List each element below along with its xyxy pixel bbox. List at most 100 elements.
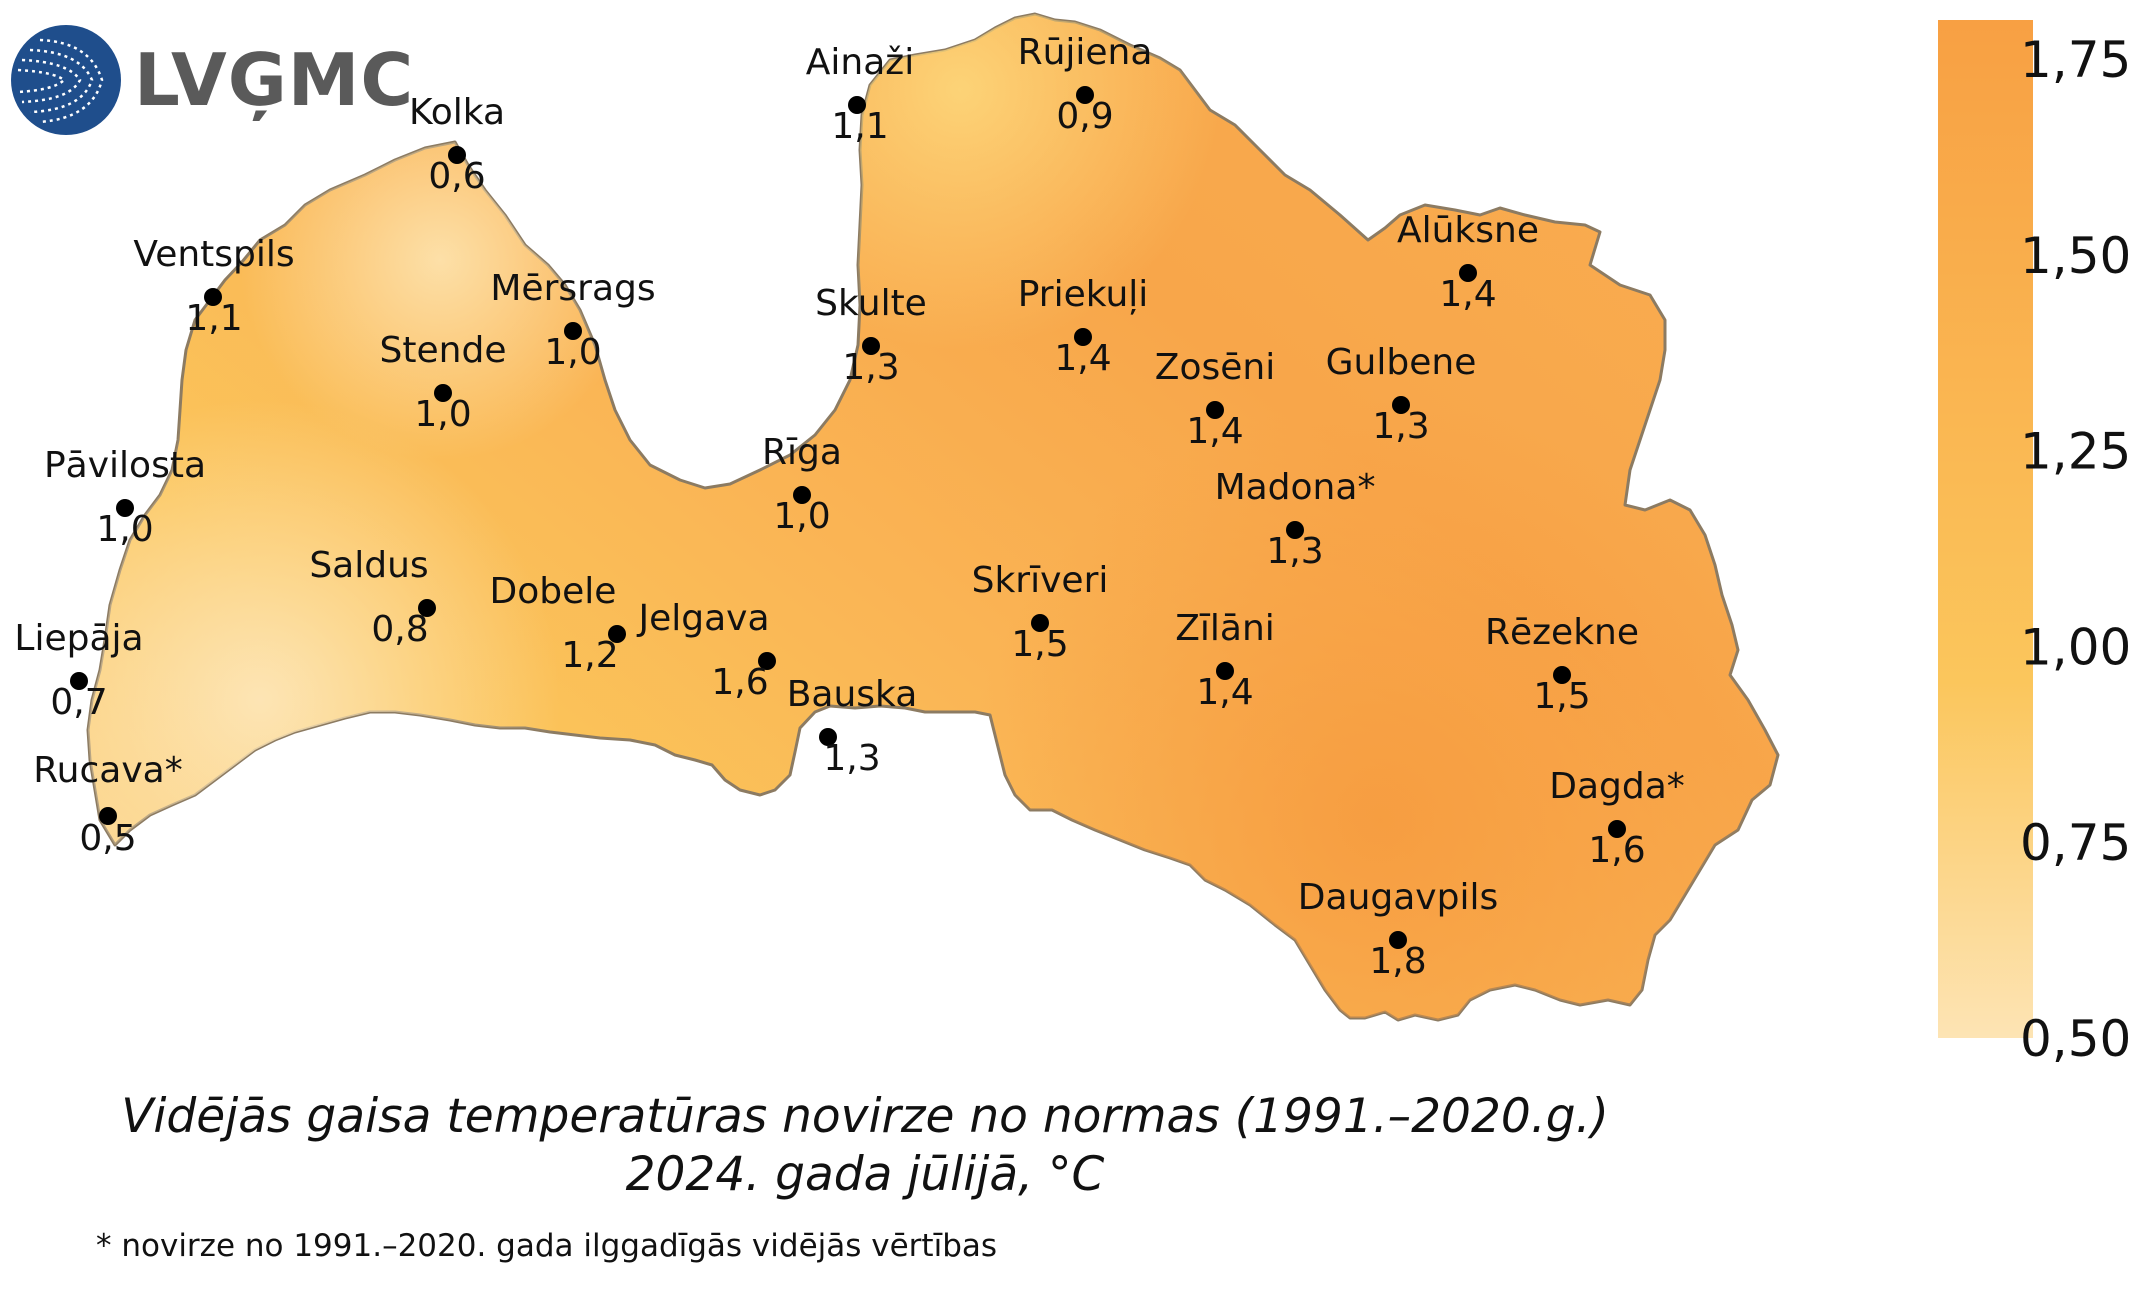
station-kolka: Kolka 0,6: [409, 92, 505, 197]
station-saldus: Saldus 0,8: [309, 545, 436, 650]
station-madona: Madona* 1,3: [1215, 467, 1376, 572]
station-marker: [434, 384, 452, 402]
station-riga: Rīga 1,0: [762, 432, 842, 537]
station-skulte: Skulte 1,3: [815, 283, 927, 388]
footnote: * novirze no 1991.–2020. gada ilggadīgās…: [96, 1228, 998, 1264]
map-title-line1: Vidējās gaisa temperatūras novirze no no…: [121, 1089, 1609, 1144]
station-marker: [1459, 264, 1477, 282]
latvia-shade-kolka: [88, 14, 1778, 1020]
station-name: Ventspils: [133, 234, 294, 275]
station-marker: [99, 807, 117, 825]
station-name: Ainaži: [806, 42, 914, 83]
station-name: Pāvilosta: [44, 445, 206, 486]
station-ainazi: Ainaži 1,1: [806, 42, 914, 147]
station-rezekne: Rēzekne 1,5: [1485, 612, 1639, 717]
station-marker: [1216, 662, 1234, 680]
station-marker: [1389, 931, 1407, 949]
station-name: Gulbene: [1326, 342, 1477, 383]
station-value: 0,6: [428, 156, 485, 197]
station-marker: [1076, 86, 1094, 104]
station-value: 1,8: [1369, 941, 1426, 982]
colorbar-tick-label: 1,00: [2020, 618, 2131, 676]
station-priekuli: Priekuļi 1,4: [1018, 274, 1149, 379]
station-aluksne: Alūksne 1,4: [1397, 210, 1539, 315]
station-name: Alūksne: [1397, 210, 1539, 251]
station-value: 1,3: [823, 738, 880, 779]
station-value: 1,0: [773, 496, 830, 537]
station-value: 1,4: [1054, 338, 1111, 379]
station-ventspils: Ventspils 1,1: [133, 234, 294, 339]
station-value: 1,0: [96, 509, 153, 550]
station-value: 0,8: [371, 609, 428, 650]
station-name: Zīlāni: [1175, 608, 1275, 649]
station-value: 1,5: [1011, 624, 1068, 665]
station-value: 1,3: [842, 347, 899, 388]
station-marker: [793, 486, 811, 504]
lvgmc-logo-text: LVĢMC: [134, 38, 414, 122]
station-value: 1,5: [1533, 676, 1590, 717]
station-zoseni: Zosēni 1,4: [1155, 347, 1275, 452]
station-gulbene: Gulbene 1,3: [1326, 342, 1477, 447]
station-marker: [862, 337, 880, 355]
station-name: Rīga: [762, 432, 842, 473]
station-marker: [448, 146, 466, 164]
station-marker: [70, 672, 88, 690]
station-name: Rucava*: [33, 750, 182, 791]
latvia-outline: [86, 12, 1780, 1022]
station-name: Priekuļi: [1018, 274, 1149, 315]
map-title-line2: 2024. gada jūlijā, °C: [625, 1147, 1105, 1202]
station-layer: Kolka 0,6 Ventspils 1,1 Mērsrags 1,0 Stende 1,0…: [14, 32, 1684, 982]
station-marker: [1074, 328, 1092, 346]
station-value: 1,3: [1266, 531, 1323, 572]
station-marker: [204, 288, 222, 306]
colorbar-tick-label: 0,75: [2020, 814, 2131, 872]
colorbar-tick-label: 1,25: [2020, 423, 2131, 481]
station-marker: [1206, 401, 1224, 419]
station-value: 0,9: [1056, 96, 1113, 137]
station-name: Saldus: [309, 545, 428, 586]
station-name: Mērsrags: [490, 268, 655, 309]
colorbar-ticks: 1,75 1,50 1,25 1,00 0,75 0,50: [2020, 31, 2131, 1068]
station-value: 1,3: [1372, 406, 1429, 447]
station-rujiena: Rūjiena 0,9: [1018, 32, 1153, 137]
station-stende: Stende 1,0: [380, 330, 507, 435]
colorbar-gradient: [1938, 20, 2033, 1038]
station-skriveri: Skrīveri 1,5: [972, 560, 1109, 665]
station-value: 1,1: [185, 298, 242, 339]
station-name: Stende: [380, 330, 507, 371]
colorbar-tick-label: 1,50: [2020, 227, 2131, 285]
lvgmc-logo: LVĢMC: [11, 25, 414, 135]
station-dagda: Dagda* 1,6: [1549, 766, 1685, 871]
station-pavilosta: Pāvilosta 1,0: [44, 445, 206, 550]
station-name: Dobele: [490, 571, 617, 612]
station-mersrags: Mērsrags 1,0: [490, 268, 655, 373]
station-name: Skulte: [815, 283, 927, 324]
station-name: Skrīveri: [972, 560, 1109, 601]
station-name: Liepāja: [14, 618, 143, 659]
colorbar: 1,75 1,50 1,25 1,00 0,75 0,50: [1938, 20, 2131, 1068]
station-marker: [116, 499, 134, 517]
station-zilani: Zīlāni 1,4: [1175, 608, 1275, 713]
station-marker: [819, 728, 837, 746]
lvgmc-logo-icon: [11, 25, 121, 135]
station-value: 0,5: [79, 818, 136, 859]
station-value: 1,0: [414, 394, 471, 435]
station-dobele: Dobele 1,2: [490, 571, 626, 676]
station-marker: [564, 322, 582, 340]
station-daugavpils: Daugavpils 1,8: [1298, 877, 1498, 982]
station-marker: [418, 599, 436, 617]
station-marker: [758, 652, 776, 670]
station-value: 1,1: [831, 106, 888, 147]
station-jelgava: Jelgava 1,6: [636, 598, 776, 703]
station-name: Zosēni: [1155, 347, 1275, 388]
station-name: Bauska: [787, 674, 918, 715]
station-name: Jelgava: [636, 598, 769, 639]
station-marker: [1553, 666, 1571, 684]
station-rucava: Rucava* 0,5: [33, 750, 182, 859]
station-name: Madona*: [1215, 467, 1376, 508]
station-value: 1,0: [544, 332, 601, 373]
station-value: 1,6: [1588, 830, 1645, 871]
station-liepaja: Liepāja 0,7: [14, 618, 143, 723]
station-name: Dagda*: [1549, 766, 1685, 807]
